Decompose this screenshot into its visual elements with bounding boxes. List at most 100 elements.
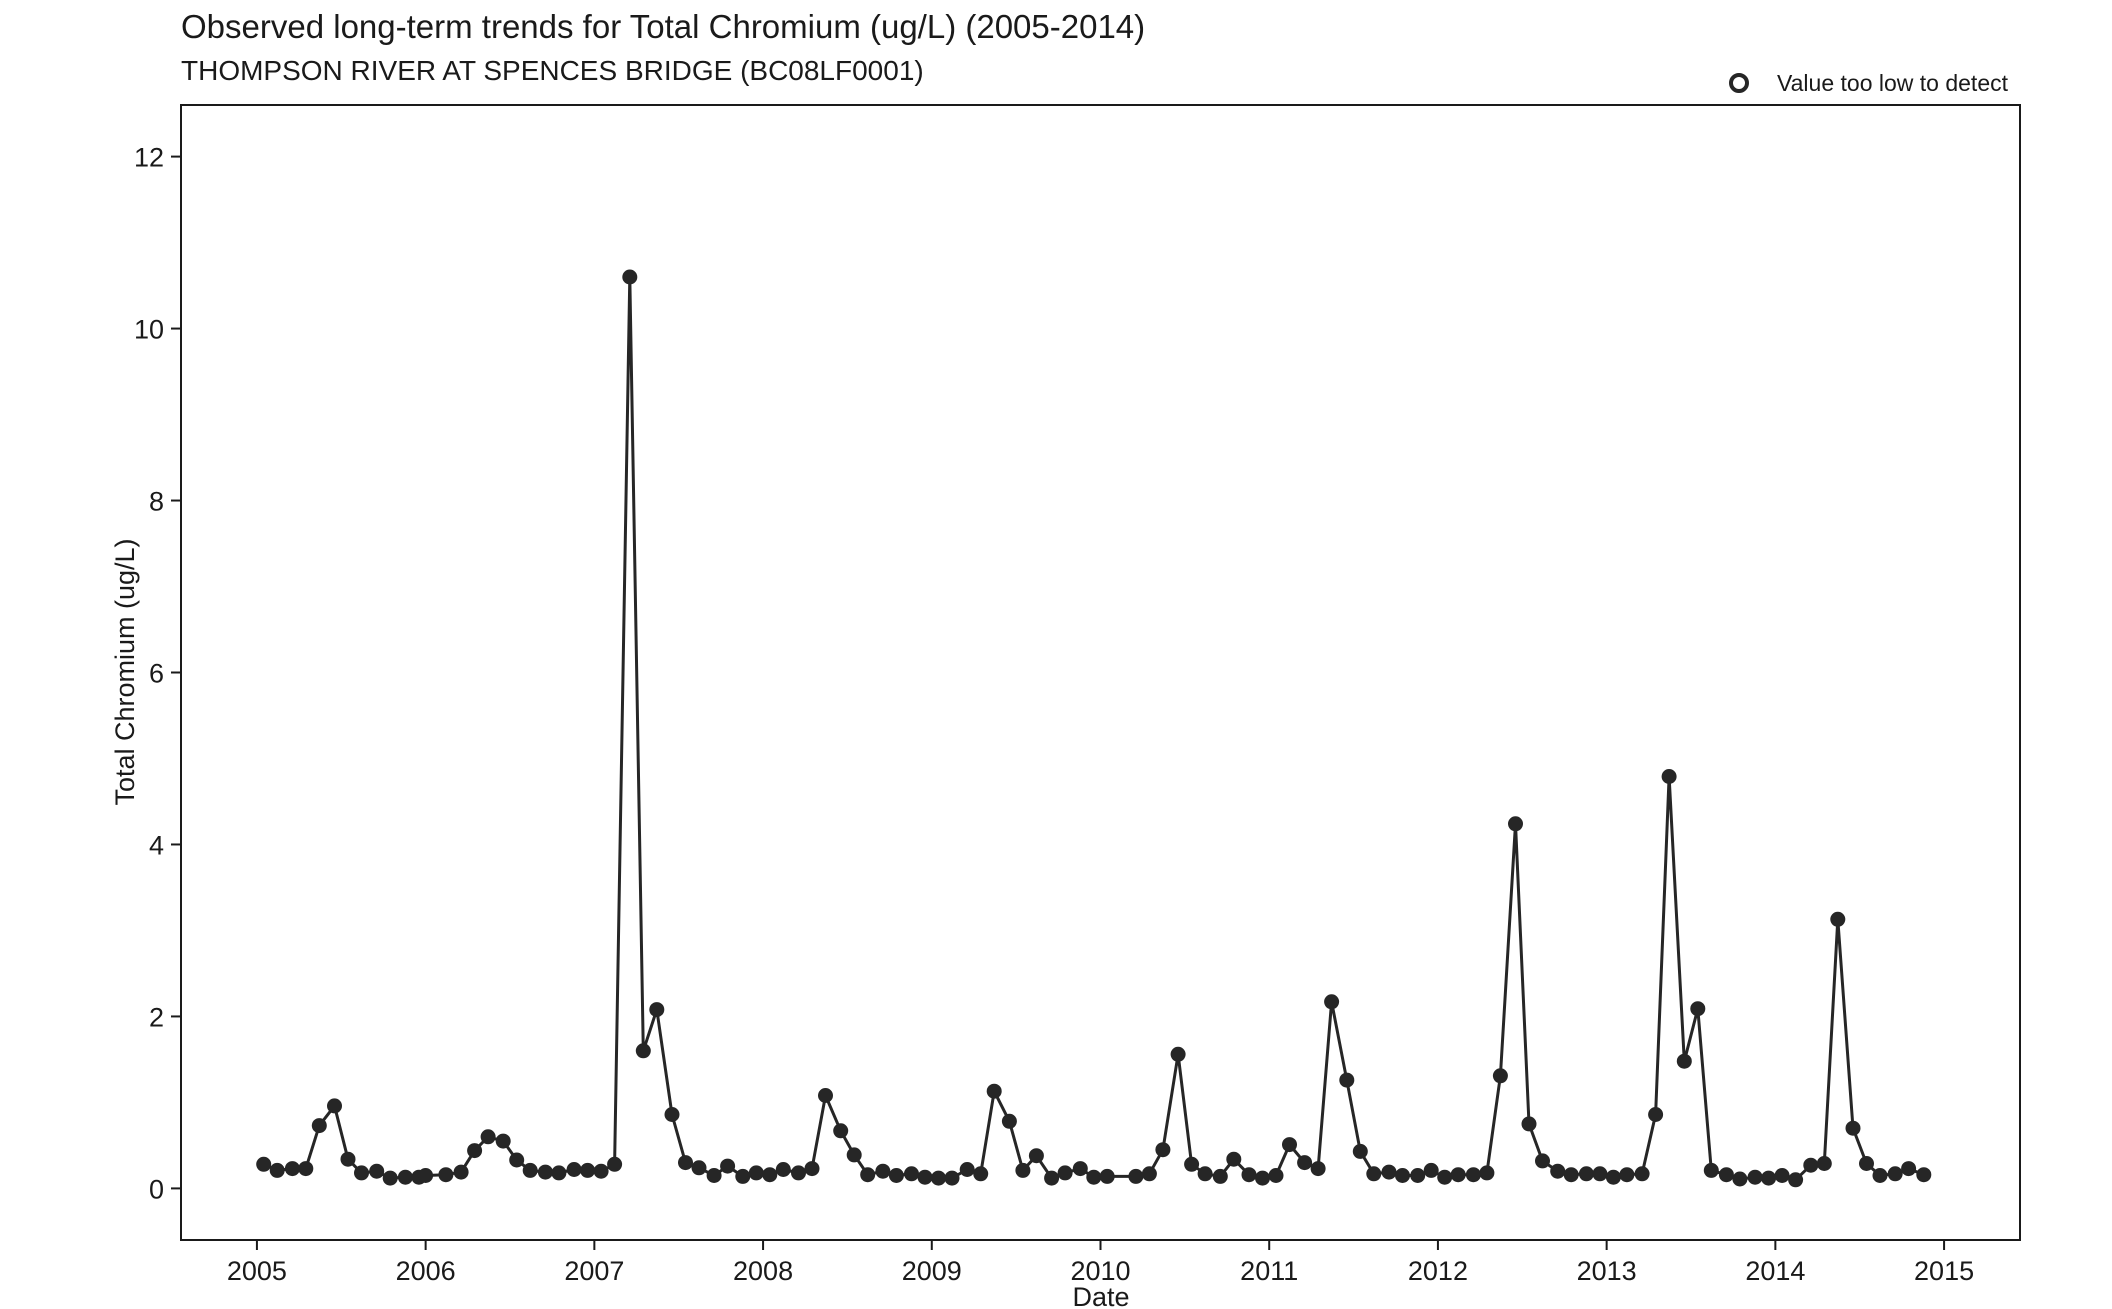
data-point-2: [284, 1161, 300, 1177]
data-point-94: [1592, 1166, 1608, 1182]
data-point-10: [397, 1169, 413, 1185]
data-point-67: [1212, 1168, 1228, 1184]
data-point-80: [1395, 1168, 1410, 1183]
x-axis: 2005 2006 2007 2008 2009 2010 2011 2012 2013 2014…: [227, 1240, 1974, 1286]
data-point-95: [1605, 1169, 1621, 1185]
data-point-71: [1268, 1168, 1284, 1183]
y-tick-label-8: 8: [149, 487, 164, 517]
data-point-35: [748, 1165, 764, 1181]
data-point-116: [1901, 1161, 1917, 1177]
data-point-13: [438, 1167, 454, 1183]
chart-subtitle: THOMPSON RIVER AT SPENCES BRIDGE (BC08LF…: [181, 55, 924, 86]
x-axis-title: Date: [1072, 1282, 1129, 1309]
x-tick-label-2005: 2005: [227, 1256, 287, 1286]
data-point-59: [1086, 1169, 1102, 1185]
data-point-12: [418, 1168, 434, 1183]
data-point-64: [1170, 1046, 1186, 1062]
x-tick-label-2012: 2012: [1408, 1256, 1468, 1286]
x-tick-label-2015: 2015: [1914, 1256, 1974, 1286]
data-point-7: [354, 1165, 369, 1181]
data-point-20: [537, 1164, 553, 1180]
data-point-0: [256, 1156, 272, 1172]
data-point-82: [1423, 1162, 1439, 1178]
x-tick-label-2009: 2009: [902, 1256, 962, 1286]
data-point-49: [944, 1170, 960, 1186]
data-point-115: [1887, 1166, 1903, 1182]
data-point-26: [622, 269, 638, 285]
data-point-36: [762, 1167, 778, 1183]
data-point-117: [1916, 1167, 1932, 1183]
series-layer: [256, 269, 1932, 1188]
data-point-88: [1508, 816, 1523, 832]
y-tick-label-2: 2: [149, 1002, 164, 1032]
data-point-65: [1184, 1156, 1200, 1172]
data-point-89: [1521, 1116, 1537, 1132]
y-tick-label-4: 4: [149, 830, 164, 860]
data-point-37: [775, 1162, 791, 1177]
data-point-18: [509, 1152, 525, 1168]
data-point-102: [1703, 1162, 1719, 1178]
data-point-98: [1648, 1107, 1664, 1122]
data-point-73: [1297, 1155, 1313, 1171]
data-point-9: [382, 1170, 398, 1186]
data-point-45: [888, 1168, 904, 1183]
data-point-112: [1845, 1120, 1861, 1136]
data-point-74: [1310, 1161, 1326, 1177]
data-point-58: [1072, 1161, 1088, 1177]
data-point-16: [480, 1129, 496, 1145]
data-point-4: [311, 1118, 327, 1134]
data-point-101: [1690, 1001, 1706, 1017]
data-point-14: [453, 1164, 469, 1180]
data-point-93: [1578, 1166, 1594, 1182]
data-point-62: [1141, 1166, 1157, 1182]
chart-title: Observed long-term trends for Total Chro…: [181, 8, 1146, 45]
data-point-110: [1816, 1156, 1832, 1171]
data-point-53: [1001, 1113, 1017, 1129]
data-point-5: [327, 1098, 342, 1114]
data-point-33: [720, 1158, 736, 1174]
data-point-8: [369, 1163, 385, 1179]
data-point-42: [846, 1147, 862, 1163]
data-point-76: [1339, 1072, 1355, 1088]
data-point-56: [1044, 1170, 1060, 1186]
data-point-6: [340, 1151, 356, 1167]
data-point-72: [1282, 1137, 1297, 1153]
data-point-69: [1241, 1167, 1257, 1183]
data-point-34: [735, 1168, 751, 1184]
data-point-50: [959, 1162, 975, 1177]
data-point-22: [566, 1162, 582, 1177]
data-point-104: [1732, 1171, 1748, 1187]
data-point-38: [791, 1165, 806, 1181]
data-point-106: [1761, 1170, 1777, 1186]
data-point-87: [1492, 1068, 1508, 1084]
x-tick-label-2010: 2010: [1070, 1256, 1130, 1286]
data-point-48: [931, 1170, 946, 1186]
data-point-31: [691, 1160, 707, 1176]
data-point-75: [1324, 994, 1340, 1010]
data-point-83: [1437, 1169, 1453, 1185]
y-axis-title: Total Chromium (ug/L): [110, 538, 140, 805]
data-point-30: [678, 1155, 693, 1171]
data-point-60: [1099, 1168, 1115, 1184]
data-point-24: [593, 1163, 609, 1179]
data-point-68: [1226, 1151, 1242, 1167]
data-point-105: [1747, 1169, 1763, 1185]
data-point-84: [1450, 1167, 1466, 1183]
x-tick-label-2014: 2014: [1745, 1256, 1805, 1286]
data-point-78: [1366, 1166, 1382, 1182]
data-point-70: [1255, 1170, 1270, 1186]
data-point-109: [1803, 1157, 1819, 1173]
data-point-21: [551, 1165, 567, 1181]
legend: Value too low to detect: [1729, 70, 2009, 96]
data-point-108: [1788, 1172, 1804, 1188]
legend-marker-open-circle: [1729, 73, 1749, 93]
data-point-103: [1718, 1167, 1734, 1183]
data-point-97: [1634, 1166, 1650, 1182]
data-point-47: [917, 1169, 933, 1185]
data-point-29: [664, 1107, 680, 1122]
data-point-44: [875, 1163, 891, 1179]
legend-label: Value too low to detect: [1777, 70, 2009, 96]
data-point-92: [1563, 1167, 1579, 1183]
y-tick-label-6: 6: [149, 659, 164, 689]
